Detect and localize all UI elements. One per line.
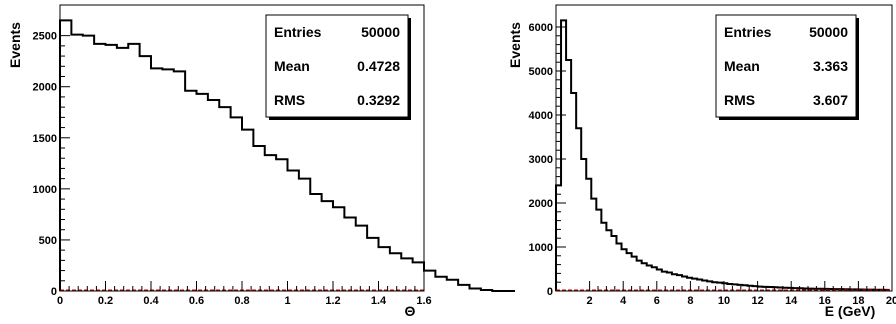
x-tick-label: 20 xyxy=(886,295,896,307)
stats-box: Entries 50000 Mean 3.363 RMS 3.607 xyxy=(715,14,859,120)
y-tick-label: 6000 xyxy=(529,22,553,34)
y-tick-label: 2000 xyxy=(529,198,553,210)
y-tick-label: 0 xyxy=(547,286,553,298)
x-tick-label: 1.6 xyxy=(416,295,431,307)
y-axis-label: Events xyxy=(507,22,523,68)
chart-2: 0 1000 2000 3000 4000 5000 6000 2 4 6 8 10 12 14 16 18 2… xyxy=(507,4,896,319)
y-tick-label: 1000 xyxy=(33,184,57,196)
stats-label: Entries xyxy=(274,24,322,40)
stats-label: Entries xyxy=(724,24,772,40)
x-tick-label: 18 xyxy=(852,295,864,307)
x-axis-label: E (GeV) xyxy=(825,303,876,319)
y-tick-label: 1000 xyxy=(529,242,553,254)
stats-box-frame xyxy=(715,14,857,118)
y-tick-label: 4000 xyxy=(529,110,553,122)
x-tick-label: 12 xyxy=(751,295,763,307)
x-tick-label: 0 xyxy=(57,295,63,307)
x-tick-label: 1.4 xyxy=(371,295,387,307)
y-tick-label: 2000 xyxy=(33,82,57,94)
x-tick-label: 2 xyxy=(587,295,593,307)
stats-label: RMS xyxy=(274,92,305,108)
y-tick-label: 0 xyxy=(51,286,57,298)
x-tick-label: 6 xyxy=(654,295,660,307)
stats-box-frame xyxy=(265,14,409,118)
stats-value: 50000 xyxy=(361,24,400,40)
x-tick-label: 0.4 xyxy=(143,295,159,307)
stats-box: Entries 50000 Mean 0.4728 RMS 0.3292 xyxy=(265,14,411,120)
y-axis-label: Events xyxy=(7,22,23,68)
stats-value: 3.363 xyxy=(813,58,848,74)
chart-1: 0 500 1000 1500 2000 2500 0 0.2 0.4 0.6 0.8 1 1.2 1.4… xyxy=(7,4,515,319)
stats-label: Mean xyxy=(274,58,310,74)
x-tick-label: 1 xyxy=(284,295,290,307)
x-tick-label: 0.6 xyxy=(189,295,204,307)
x-tick-label: 0.8 xyxy=(234,295,249,307)
stats-value: 3.607 xyxy=(813,92,848,108)
x-tick-label: 0.2 xyxy=(98,295,113,307)
y-tick-label: 5000 xyxy=(529,66,553,78)
x-axis-label: Θ xyxy=(405,303,416,319)
histogram-line xyxy=(59,19,515,292)
y-tick-label: 1500 xyxy=(33,133,57,145)
stats-label: Mean xyxy=(724,58,760,74)
stats-value: 0.3292 xyxy=(357,92,400,108)
x-tick-label: 8 xyxy=(687,295,693,307)
stats-label: RMS xyxy=(724,92,755,108)
stats-value: 0.4728 xyxy=(357,58,400,74)
y-tick-label: 2500 xyxy=(33,31,57,43)
x-tick-label: 4 xyxy=(620,295,627,307)
x-tick-label: 1.2 xyxy=(325,295,340,307)
stats-value: 50000 xyxy=(809,24,848,40)
x-tick-label: 10 xyxy=(718,295,730,307)
y-tick-label: 500 xyxy=(39,235,57,247)
y-tick-label: 3000 xyxy=(529,154,553,166)
x-tick-label: 14 xyxy=(785,295,798,307)
x-tick-label: 16 xyxy=(819,295,831,307)
